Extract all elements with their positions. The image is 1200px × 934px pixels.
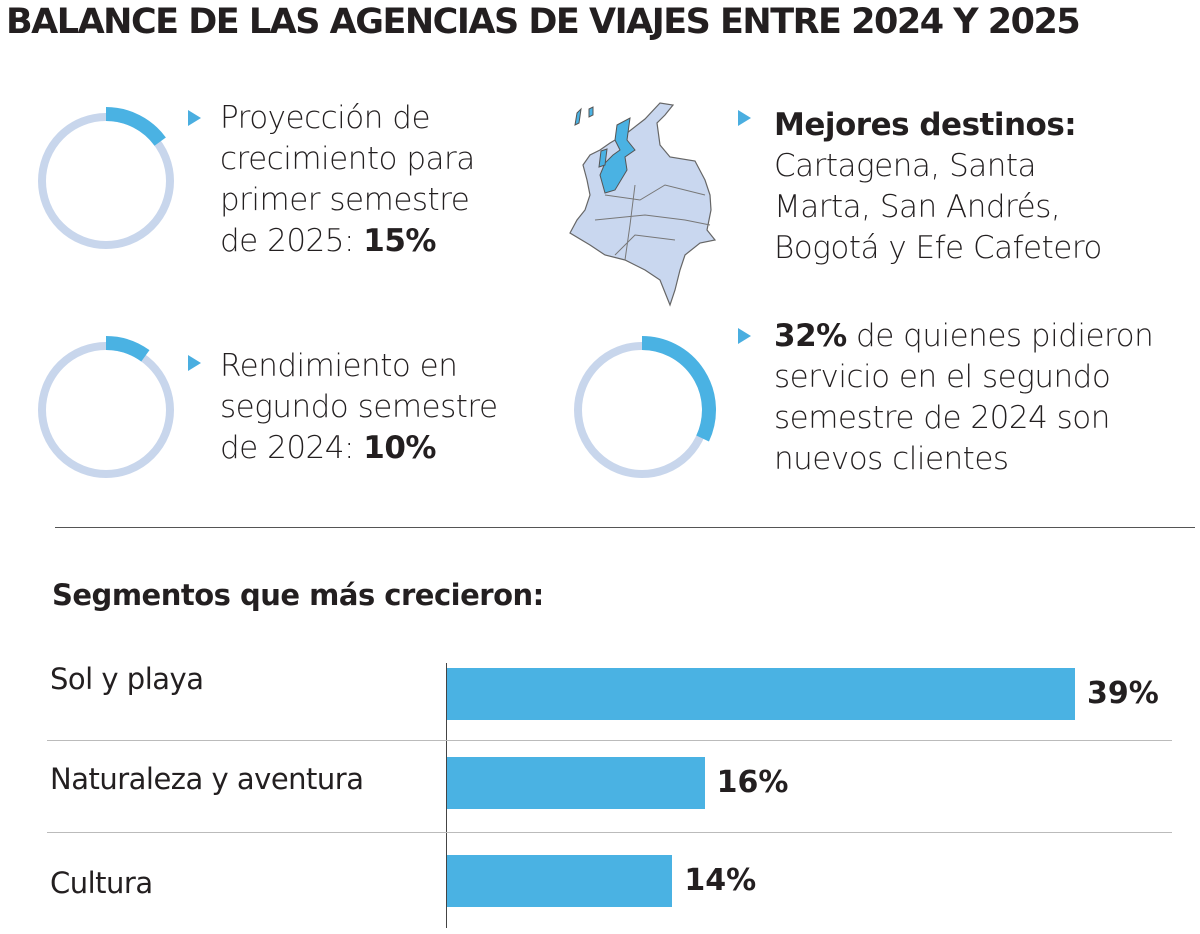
stat-best-destinations: Mejores destinos: Cartagena, Santa Marta…	[774, 105, 1102, 269]
stat-growth-projection: Proyección de crecimiento para primer se…	[220, 98, 475, 262]
bullet-triangle-icon	[738, 328, 751, 344]
category-label: Naturaleza y aventura	[50, 762, 364, 796]
stat-value: 15%	[363, 223, 436, 259]
bar	[447, 668, 1075, 720]
text-line: segundo semestre	[220, 389, 498, 425]
section-divider	[55, 527, 1195, 528]
stat-performance: Rendimiento en segundo semestre de 2024:…	[220, 346, 498, 469]
stat-new-clients: 32% de quienes pidieron servicio en el s…	[774, 316, 1154, 480]
bar-axis	[446, 663, 447, 928]
stat-value: 32%	[774, 318, 847, 354]
destinations-heading: Mejores destinos:	[774, 107, 1077, 143]
donut-chart-growth-2025	[38, 107, 174, 249]
donut-value-arc	[641, 336, 716, 442]
text-line: crecimiento para	[220, 141, 475, 177]
text-line: de 2025:	[220, 223, 364, 259]
donut-value-arc	[105, 336, 150, 362]
category-label: Cultura	[50, 866, 153, 900]
donut-value-arc	[105, 107, 166, 146]
bar	[447, 757, 705, 809]
row-separator	[47, 832, 1172, 833]
bar-value-label: 14%	[684, 863, 757, 898]
text-line: servicio en el segundo	[774, 359, 1111, 395]
text-line: primer semestre	[220, 182, 470, 218]
category-label: Sol y playa	[50, 662, 204, 696]
text-line: nuevos clientes	[774, 441, 1009, 477]
text-line: Marta, San Andrés,	[774, 189, 1061, 225]
bar-value-label: 39%	[1087, 676, 1159, 711]
bullet-triangle-icon	[738, 110, 751, 126]
donut-chart-performance-2024	[38, 336, 174, 478]
colombia-map-icon	[569, 102, 717, 307]
bullet-triangle-icon	[188, 110, 201, 126]
text-line: Cartagena, Santa	[774, 148, 1037, 184]
page-title: BALANCE DE LAS AGENCIAS DE VIAJES ENTRE …	[6, 2, 1081, 42]
text-line: Proyección de	[220, 100, 431, 136]
donut-chart-new-clients	[574, 336, 716, 478]
bar-value-label: 16%	[716, 765, 789, 800]
chart-title: Segmentos que más crecieron:	[52, 578, 544, 612]
text-line: Rendimiento en	[220, 348, 458, 384]
bar	[447, 855, 673, 907]
bullet-triangle-icon	[188, 355, 201, 371]
row-separator	[47, 740, 1172, 741]
text-line: de 2024:	[220, 430, 364, 466]
text-line: Bogotá y Efe Cafetero	[774, 230, 1102, 266]
text-line: de quienes pidieron	[846, 318, 1154, 354]
stat-value: 10%	[363, 430, 436, 466]
text-line: semestre de 2024 son	[774, 400, 1110, 436]
donut-track	[38, 342, 174, 478]
